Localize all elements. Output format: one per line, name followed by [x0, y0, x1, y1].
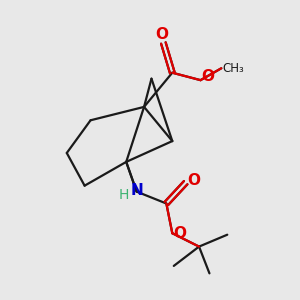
Text: H: H: [119, 188, 129, 202]
Text: CH₃: CH₃: [223, 62, 244, 75]
Text: O: O: [173, 226, 186, 241]
Text: N: N: [130, 183, 143, 198]
Text: O: O: [188, 173, 200, 188]
Text: O: O: [155, 28, 168, 43]
Text: O: O: [202, 69, 214, 84]
